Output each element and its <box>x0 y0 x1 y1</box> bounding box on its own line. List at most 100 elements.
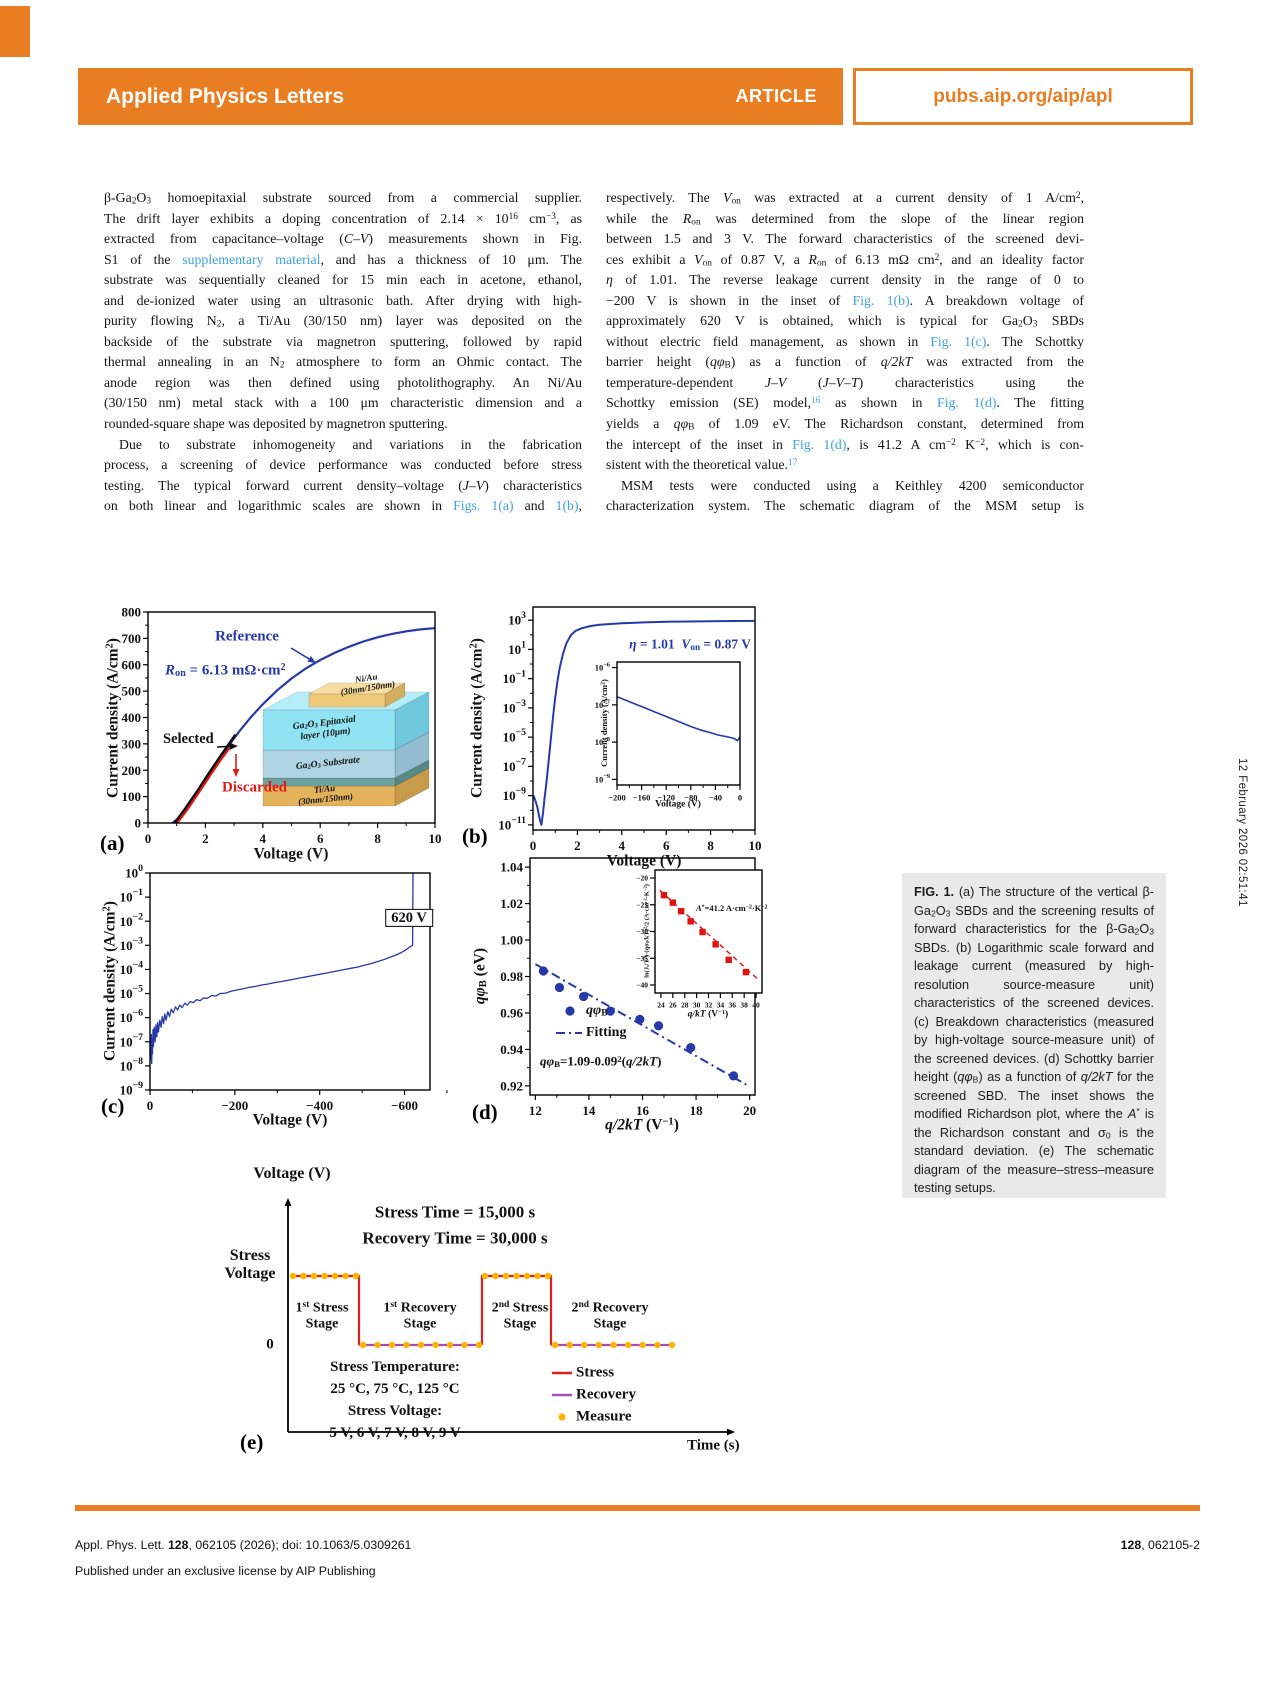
body-text-line: thermal annealing in an N2 atmosphere to… <box>104 354 582 371</box>
svg-text:16: 16 <box>636 1103 650 1118</box>
svg-text:0: 0 <box>738 793 742 803</box>
svg-text:10−4: 10−4 <box>120 959 144 977</box>
svg-text:1.02: 1.02 <box>500 896 523 911</box>
legend-qphib: qφB <box>586 1003 608 1019</box>
citation-link[interactable]: Fig. 1(d) <box>937 395 997 411</box>
svg-text:−40: −40 <box>709 793 722 803</box>
svg-text:10−8: 10−8 <box>120 1056 144 1074</box>
svg-text:0.94: 0.94 <box>500 1042 523 1057</box>
stage-3: 2nd Stress Stage <box>491 1300 549 1331</box>
body-text-line: Due to substrate inhomogeneity and varia… <box>119 436 582 452</box>
fit-equation: qφB=1.09-0.092(q/2kT) <box>540 1053 662 1070</box>
citation-link[interactable]: Figs. 1(a) <box>453 498 514 514</box>
stage-4: 2nd Recovery Stage <box>571 1300 649 1331</box>
svg-text:200: 200 <box>122 763 142 778</box>
figure-1b-log-jv-plot: 0 2 4 6 8 10 103 101 10−1 10−3 10−5 10−7 10−9 10−11 −2… <box>455 558 780 873</box>
svg-text:18: 18 <box>690 1103 704 1118</box>
body-text-line: temperature-dependent J–V (J–V–T) charac… <box>606 374 1084 390</box>
body-text-line: respectively. The Von was extracted at a… <box>606 190 1084 207</box>
inset-x-axis-title: q/kT (V−1) <box>687 1008 729 1020</box>
svg-text:10: 10 <box>749 838 762 853</box>
body-text-line: purity flowing N2, a Ti/Au (30/150 nm) l… <box>104 313 582 330</box>
inset-annotation: A*=41.2 A·cm−2·K−2 <box>696 903 768 914</box>
svg-text:600: 600 <box>122 657 142 672</box>
legend-stress: Stress <box>576 1364 615 1381</box>
body-text-line: Schottky emission (SE) model,16 as shown… <box>606 395 1084 411</box>
citation-link[interactable]: 16 <box>811 396 821 407</box>
inset-y-axis-title: Current density (A/cm2) <box>599 679 610 767</box>
svg-text:24: 24 <box>657 1001 665 1010</box>
body-text-line: on both linear and logarithmic scales ar… <box>104 498 582 514</box>
article-type-label: ARTICLE <box>735 86 817 106</box>
x-axis-title: Voltage (V) <box>606 852 682 870</box>
svg-text:10−2: 10−2 <box>120 911 144 929</box>
svg-text:10−7: 10−7 <box>120 1032 144 1050</box>
svg-text:0.96: 0.96 <box>500 1006 523 1021</box>
svg-text:10−1: 10−1 <box>120 887 144 905</box>
body-text-line: the intercept of the inset in Fig. 1(d),… <box>606 436 1084 452</box>
fit-values: η = 1.01 Von = 0.87 V <box>629 636 751 652</box>
svg-text:26: 26 <box>669 1001 677 1010</box>
legend-recovery: Recovery <box>576 1386 636 1403</box>
body-text-line: The drift layer exhibits a doping concen… <box>104 210 582 226</box>
body-text-line: barrier height (qφB) as a function of q/… <box>606 354 1084 371</box>
svg-text:8: 8 <box>707 838 714 853</box>
body-text-line: −200 V is shown in the inset of Fig. 1(b… <box>606 292 1084 308</box>
svg-text:700: 700 <box>122 631 142 646</box>
body-text-line: backside of the substrate via magnetron … <box>104 333 582 349</box>
download-timestamp: 12 February 2026 02:51:41 <box>1236 758 1248 907</box>
x-axis-title: Voltage (V) <box>252 1111 328 1129</box>
svg-text:10−5: 10−5 <box>503 727 527 745</box>
x-axis-title: q/2kT (V−1) <box>605 1116 679 1134</box>
panel-label-e: (e) <box>240 1430 264 1454</box>
svg-text:−600: −600 <box>391 1098 418 1113</box>
citation-link[interactable]: Fig. 1(b) <box>852 292 910 308</box>
reference-label: Reference <box>215 628 279 645</box>
figure-1e-canvas <box>284 1198 735 1436</box>
ron-value: Ron = 6.13 mΩ·cm2 <box>165 662 286 680</box>
svg-text:101: 101 <box>508 639 526 657</box>
svg-text:36: 36 <box>729 1001 737 1010</box>
inset-x-axis-title: Voltage (V) <box>655 799 701 810</box>
citation-link[interactable]: Fig. 1(c) <box>930 333 987 349</box>
footer-license: Published under an exclusive license by … <box>75 1564 376 1578</box>
citation-link[interactable]: supplementary material <box>182 251 321 267</box>
body-column-left: β-Ga2O3 homoepitaxial substrate sourced … <box>104 188 582 517</box>
figure-1c-canvas: 0 −200 −400 −600 100 10−1 10−2 10−3 10−4 10−5 10−6… <box>120 863 448 1113</box>
citation-link[interactable]: 17 <box>788 457 798 468</box>
publisher-site-link[interactable]: pubs.aip.org/aip/apl <box>853 68 1193 125</box>
svg-text:1.00: 1.00 <box>500 933 523 948</box>
body-text-line: while the Ron was determined from the sl… <box>606 210 1084 227</box>
body-column-right: respectively. The Von was extracted at a… <box>606 188 1084 517</box>
footer-citation: Appl. Phys. Lett. 128, 062105 (2026); do… <box>75 1538 412 1552</box>
svg-text:38: 38 <box>740 1001 748 1010</box>
svg-text:40: 40 <box>752 1001 760 1010</box>
journal-title: Applied Physics Letters <box>106 84 345 108</box>
body-text-line: anode region was then defined using phot… <box>104 374 582 390</box>
y-axis-title: Current density (A/cm2) <box>104 638 122 798</box>
publisher-site-url[interactable]: pubs.aip.org/aip/apl <box>933 85 1113 107</box>
svg-text:−20: −20 <box>636 874 648 883</box>
legend-measure: Measure <box>576 1408 632 1425</box>
body-text-line: sistent with the theoretical value.17 <box>606 457 798 473</box>
svg-text:400: 400 <box>122 710 142 725</box>
svg-text:34: 34 <box>717 1001 725 1010</box>
inset-y-axis-title: ln(Js/T2)-(qσ0/kT)2/2 (A·cm−2·K−2) <box>642 884 651 978</box>
citation-link[interactable]: Fig. 1(d) <box>792 436 847 452</box>
selected-label: Selected <box>163 730 214 747</box>
panel-label-a: (a) <box>100 831 125 855</box>
svg-text:−200: −200 <box>221 1098 248 1113</box>
figure-1c-breakdown-plot: 0 −200 −400 −600 100 10−1 10−2 10−3 10−4 10−5 10−6… <box>95 815 450 1135</box>
test-conditions: Stress Temperature: 25 °C, 75 °C, 125 °C… <box>329 1359 461 1441</box>
figure-caption: FIG. 1. (a) The structure of the vertica… <box>902 873 1166 1198</box>
svg-text:2: 2 <box>574 838 581 853</box>
body-text-line: and de-ionized water using an ultrasonic… <box>104 292 582 308</box>
svg-text:0: 0 <box>530 838 537 853</box>
citation-link[interactable]: 1(b) <box>555 498 579 514</box>
svg-text:−40: −40 <box>636 981 648 990</box>
body-text-line: β-Ga2O3 homoepitaxial substrate sourced … <box>104 190 582 207</box>
y-axis-title: Current density (A/cm2) <box>101 901 119 1061</box>
svg-text:4: 4 <box>619 838 626 853</box>
panel-label-c: (c) <box>101 1094 125 1118</box>
svg-text:0: 0 <box>135 816 142 831</box>
